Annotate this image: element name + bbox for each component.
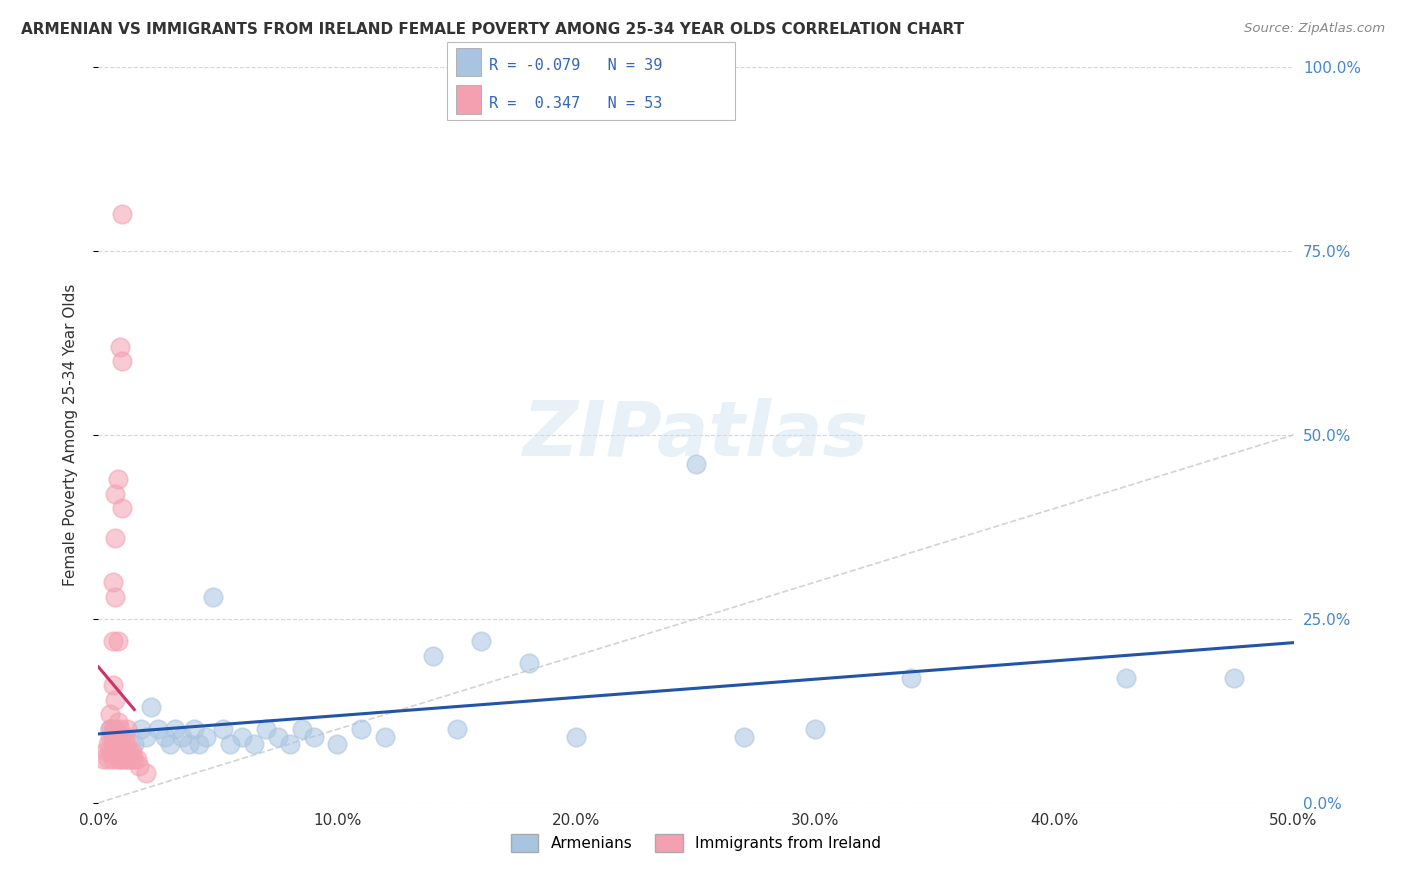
Point (104, 590, 127, 604)
Point (179, 737, 201, 751)
Point (446, 723, 468, 737)
Point (125, 751, 148, 765)
Point (115, 751, 138, 765)
Point (111, 207, 134, 221)
Point (470, 633, 492, 648)
Point (101, 730, 124, 744)
Point (135, 766, 157, 780)
Point (267, 730, 290, 744)
Point (900, 671, 922, 685)
Point (108, 340, 131, 354)
Point (115, 737, 138, 751)
Point (187, 737, 209, 751)
Point (101, 575, 124, 590)
Point (97, 737, 120, 751)
Point (231, 730, 253, 744)
Point (114, 751, 136, 765)
Point (118, 751, 141, 765)
Point (98, 723, 122, 737)
Point (1223, 671, 1246, 685)
Point (243, 737, 266, 751)
Point (108, 751, 131, 765)
Point (101, 633, 124, 648)
Point (172, 730, 194, 744)
Point (101, 751, 124, 765)
Point (302, 730, 325, 744)
Point (202, 590, 225, 604)
Legend: Armenians, Immigrants from Ireland: Armenians, Immigrants from Ireland (505, 828, 887, 858)
Point (107, 751, 129, 765)
Point (98, 730, 122, 744)
Point (350, 723, 373, 737)
Point (118, 744, 141, 758)
Point (183, 723, 205, 737)
Point (131, 723, 153, 737)
Point (108, 744, 131, 758)
Point (565, 730, 588, 744)
Point (135, 730, 157, 744)
Point (163, 723, 186, 737)
Point (104, 531, 127, 545)
Point (101, 678, 124, 692)
Point (685, 457, 707, 471)
Point (108, 737, 131, 751)
Point (104, 692, 127, 706)
Text: ARMENIAN VS IMMIGRANTS FROM IRELAND FEMALE POVERTY AMONG 25-34 YEAR OLDS CORRELA: ARMENIAN VS IMMIGRANTS FROM IRELAND FEMA… (21, 22, 965, 37)
Point (104, 487, 127, 501)
Point (159, 737, 181, 751)
Point (111, 354, 134, 368)
Point (97, 751, 120, 765)
Point (374, 730, 396, 744)
Point (98, 723, 122, 737)
Point (121, 751, 143, 765)
Point (733, 730, 755, 744)
Text: R = -0.079   N = 39: R = -0.079 N = 39 (489, 58, 662, 73)
Point (155, 730, 177, 744)
Point (94, 744, 117, 758)
Point (107, 633, 129, 648)
Point (111, 737, 134, 751)
Point (98, 707, 122, 722)
Point (114, 744, 136, 758)
Point (124, 737, 146, 751)
Point (108, 723, 131, 737)
Point (1115, 671, 1137, 685)
Point (98, 744, 122, 758)
Point (111, 744, 134, 758)
Y-axis label: Female Poverty Among 25-34 Year Olds: Female Poverty Among 25-34 Year Olds (63, 284, 77, 586)
Point (254, 723, 277, 737)
Point (91, 751, 114, 765)
Point (111, 730, 134, 744)
Point (139, 700, 162, 714)
Point (517, 656, 540, 670)
Point (101, 737, 124, 751)
Point (111, 501, 134, 516)
Point (101, 723, 124, 737)
Point (326, 737, 349, 751)
Point (107, 472, 129, 486)
Text: Source: ZipAtlas.com: Source: ZipAtlas.com (1244, 22, 1385, 36)
Point (114, 730, 136, 744)
Point (278, 737, 301, 751)
Point (107, 714, 129, 729)
Point (104, 723, 127, 737)
Point (211, 723, 233, 737)
Point (148, 723, 170, 737)
Point (128, 759, 150, 773)
Point (195, 730, 218, 744)
Point (219, 737, 242, 751)
Point (104, 737, 127, 751)
Text: R =  0.347   N = 53: R = 0.347 N = 53 (489, 95, 662, 111)
Point (107, 730, 129, 744)
Point (104, 744, 127, 758)
Point (804, 723, 827, 737)
Point (124, 751, 146, 765)
Point (291, 723, 314, 737)
Point (121, 744, 143, 758)
Point (111, 751, 134, 765)
Point (422, 648, 444, 663)
Point (115, 723, 138, 737)
Text: ZIPatlas: ZIPatlas (523, 398, 869, 472)
Point (107, 737, 129, 751)
